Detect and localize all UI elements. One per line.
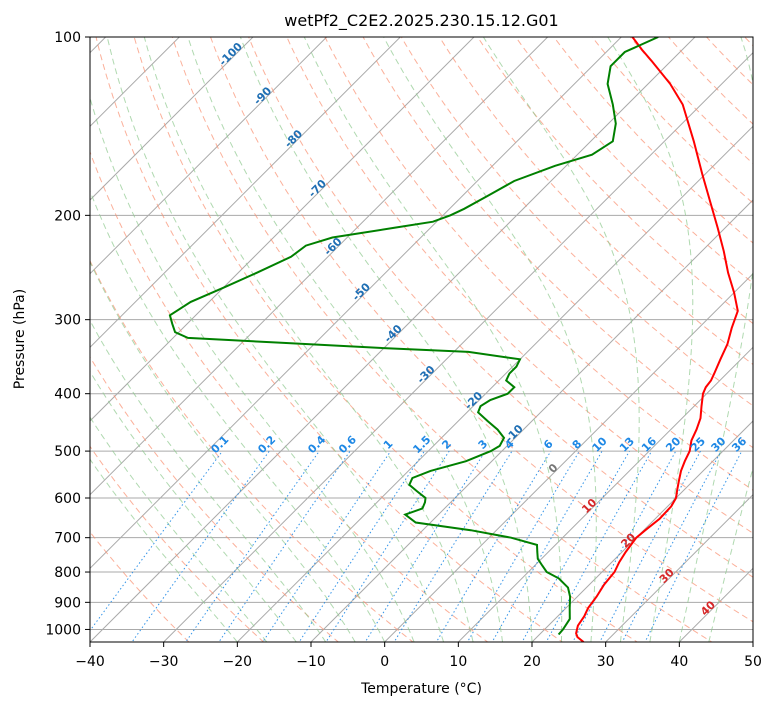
moist-adiabat-line — [90, 370, 297, 642]
mixing-ratio-line — [325, 450, 450, 642]
dry-adiabat-line — [95, 37, 564, 642]
moist-adiabat-line — [239, 37, 533, 642]
dry-adiabat-line — [133, 37, 639, 642]
y-tick-label: 400 — [54, 387, 81, 403]
x-tick-label: 30 — [597, 654, 615, 670]
moist-adiabat-line — [90, 319, 327, 642]
chart-title: wetPf2_C2E2.2025.230.15.12.G01 — [284, 11, 558, 31]
mixing-ratio-line — [298, 450, 425, 642]
mixing-ratio-line — [435, 450, 552, 642]
dry-adiabat-line — [324, 37, 753, 491]
isotherm-line — [531, 420, 753, 642]
x-tick-label: −10 — [296, 654, 326, 670]
mixing-ratio-line — [466, 450, 580, 642]
isotherm-line — [90, 37, 402, 349]
dry-adiabat-line — [438, 37, 753, 366]
x-tick-label: 40 — [670, 654, 688, 670]
x-tick-label: −20 — [223, 654, 253, 670]
dry-adiabat-line — [515, 37, 753, 284]
x-tick-label: 10 — [449, 654, 467, 670]
temperature-line — [575, 37, 739, 642]
isotherm-line — [236, 125, 753, 642]
profile-lines — [168, 37, 739, 642]
moist-adiabat-line — [90, 260, 356, 642]
moist-adiabat-line — [90, 96, 415, 642]
moist-adiabat-line — [106, 37, 445, 642]
y-tick-label: 900 — [54, 595, 81, 611]
isotherm-line — [310, 199, 753, 642]
moist-adiabat-line — [482, 37, 640, 642]
mixing-ratio-line — [599, 450, 701, 642]
isotherm-line — [90, 37, 623, 570]
moist-adiabat-line — [708, 466, 753, 642]
y-tick-label: 500 — [54, 444, 81, 460]
dry-adiabat-line — [770, 24, 775, 649]
y-tick-label: 800 — [54, 565, 81, 581]
dry-adiabat-line — [400, 37, 753, 407]
dry-adiabat-line — [286, 37, 753, 534]
mixing-ratio-line — [131, 450, 270, 642]
x-tick-label: 20 — [523, 654, 541, 670]
plot-frame — [89, 36, 754, 643]
mixing-ratio-line — [572, 450, 677, 642]
x-tick-label: −30 — [149, 654, 179, 670]
y-tick-label: 300 — [54, 313, 81, 329]
isotherm-line — [457, 346, 753, 642]
isotherm-line — [90, 37, 475, 422]
dewpoint-line — [168, 37, 659, 636]
dry-adiabat-line — [553, 37, 753, 244]
dry-adiabat-line — [90, 356, 340, 642]
moist-adiabat-line — [90, 458, 238, 642]
mixing-ratio-line — [491, 450, 603, 642]
x-axis-label: Temperature (°C) — [360, 681, 482, 697]
dry-adiabat-line — [90, 531, 190, 642]
background-lines — [0, 10, 775, 654]
y-tick-label: 700 — [54, 531, 81, 547]
axis-ticks: −40 −30 −20 −10 0 10 20 30 40 50 100 200 300 400 500 60… — [45, 30, 762, 670]
moist-adiabat-line — [143, 37, 474, 642]
y-tick-label: 1000 — [45, 622, 81, 638]
moist-adiabat-line — [90, 416, 268, 642]
dry-adiabat-line — [171, 37, 713, 642]
mixing-ratio-line — [364, 450, 486, 642]
moist-adiabat-line — [90, 189, 386, 642]
isotherm-line — [90, 37, 181, 128]
x-tick-label: 0 — [380, 654, 389, 670]
isotherm-line — [90, 37, 254, 201]
x-tick-label: −40 — [75, 654, 105, 670]
isotherm-line — [383, 272, 753, 642]
dry-adiabat-line — [477, 37, 753, 325]
mixing-ratio-line — [393, 450, 513, 642]
mixing-ratio-line — [90, 450, 223, 632]
moist-adiabat-line — [678, 37, 753, 642]
isotherm-line — [90, 37, 328, 275]
y-axis-label: Pressure (hPa) — [12, 289, 28, 389]
mixing-ratio-line — [218, 450, 351, 642]
mixing-ratio-line — [262, 450, 392, 642]
isotherm-line — [604, 493, 753, 642]
isotherm-line — [162, 51, 753, 642]
isotherm-line — [90, 37, 549, 496]
dry-adiabat-line — [362, 37, 753, 449]
dry-adiabat-line — [248, 37, 753, 578]
x-tick-label: 50 — [744, 654, 762, 670]
moist-adiabat-line — [303, 37, 563, 642]
isotherm-line — [0, 10, 59, 654]
y-tick-label: 600 — [54, 491, 81, 507]
mixing-ratio-line — [545, 450, 653, 642]
y-tick-label: 100 — [54, 30, 81, 46]
moist-adiabat-line — [187, 37, 503, 642]
moist-adiabat-line — [607, 37, 694, 642]
y-tick-label: 200 — [54, 208, 81, 224]
dry-adiabat-line — [210, 37, 753, 623]
